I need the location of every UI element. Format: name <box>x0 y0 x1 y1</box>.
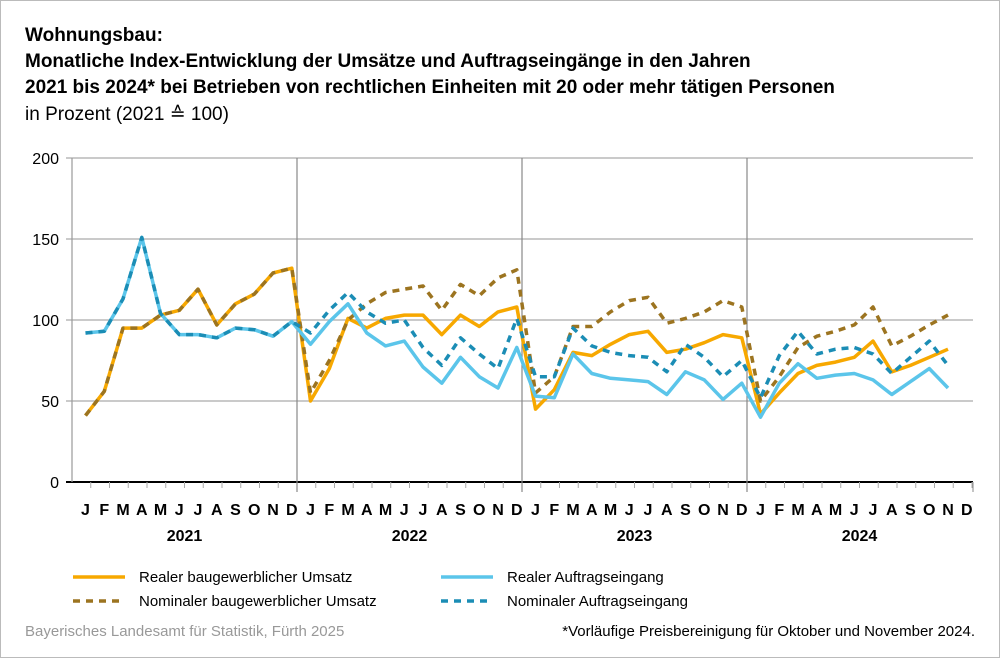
month-label: A <box>136 502 148 519</box>
month-label: M <box>604 502 617 519</box>
legend-label: Nominaler baugewerblicher Umsatz <box>139 593 377 610</box>
month-label: J <box>81 502 90 519</box>
year-label: 2024 <box>842 528 878 545</box>
month-label: M <box>829 502 842 519</box>
month-label: J <box>194 502 203 519</box>
month-label: F <box>324 502 334 519</box>
month-label: J <box>400 502 409 519</box>
month-label: D <box>736 502 748 519</box>
month-label: N <box>942 502 954 519</box>
chart-title-line1: Wohnungsbau: <box>25 25 163 46</box>
series-line-3 <box>85 235 950 400</box>
legend-label: Realer Auftragseingang <box>507 569 664 586</box>
month-label: A <box>436 502 448 519</box>
y-tick-label: 100 <box>32 313 59 330</box>
month-label: J <box>869 502 878 519</box>
month-label: J <box>644 502 653 519</box>
source-text: Bayerisches Landesamt für Statistik, Für… <box>25 623 345 640</box>
month-label: O <box>923 502 935 519</box>
month-label: N <box>717 502 729 519</box>
month-label: J <box>531 502 540 519</box>
month-label: J <box>850 502 859 519</box>
month-label: M <box>154 502 167 519</box>
series-line-0 <box>84 266 949 417</box>
chart-title-line3: 2021 bis 2024* bei Betrieben von rechtli… <box>25 77 835 98</box>
month-label: M <box>791 502 804 519</box>
series-line-1 <box>84 266 949 417</box>
month-label: N <box>492 502 504 519</box>
month-label: O <box>698 502 710 519</box>
month-label: S <box>455 502 466 519</box>
month-label: F <box>549 502 559 519</box>
month-label: A <box>886 502 898 519</box>
legend-label: Realer baugewerblicher Umsatz <box>139 569 352 586</box>
y-tick-label: 150 <box>32 232 59 249</box>
year-label: 2021 <box>167 528 203 545</box>
month-label: A <box>811 502 823 519</box>
month-label: D <box>286 502 298 519</box>
y-tick-label: 200 <box>32 151 59 168</box>
month-label: M <box>341 502 354 519</box>
month-label: A <box>586 502 598 519</box>
month-label: J <box>625 502 634 519</box>
month-label: F <box>99 502 109 519</box>
legend-label: Nominaler Auftragseingang <box>507 593 688 610</box>
month-label: J <box>756 502 765 519</box>
year-label: 2022 <box>392 528 428 545</box>
chart-title-line2: Monatliche Index-Entwicklung der Umsätze… <box>25 51 751 72</box>
month-label: O <box>473 502 485 519</box>
month-label: N <box>267 502 279 519</box>
month-label: J <box>175 502 184 519</box>
month-label: S <box>230 502 241 519</box>
month-label: D <box>511 502 523 519</box>
chart-subtitle: in Prozent (2021 ≙ 100) <box>25 104 229 125</box>
month-label: S <box>680 502 691 519</box>
year-label: 2023 <box>617 528 653 545</box>
month-label: A <box>661 502 673 519</box>
month-label: J <box>306 502 315 519</box>
month-label: F <box>774 502 784 519</box>
month-label: M <box>566 502 579 519</box>
month-label: J <box>419 502 428 519</box>
month-label: S <box>905 502 916 519</box>
month-label: M <box>379 502 392 519</box>
series-line-2 <box>85 235 950 419</box>
y-tick-label: 50 <box>41 394 59 411</box>
footnote-text: *Vorläufige Preisbereinigung für Oktober… <box>562 623 975 640</box>
month-label: D <box>961 502 973 519</box>
y-tick-label: 0 <box>50 475 59 492</box>
month-label: A <box>361 502 373 519</box>
month-label: A <box>211 502 223 519</box>
month-label: O <box>248 502 260 519</box>
month-label: M <box>116 502 129 519</box>
